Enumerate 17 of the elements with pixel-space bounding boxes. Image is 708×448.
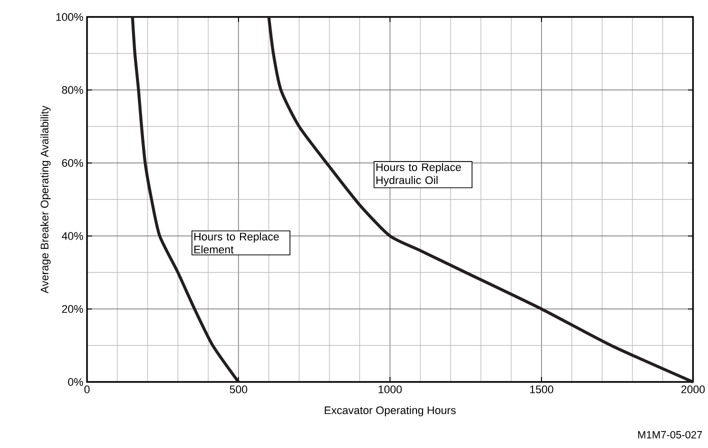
text: M1M7-05-027 <box>638 431 702 438</box>
y-axis-title: Average Breaker Operating Availability <box>40 106 51 294</box>
x-tick-label: 0 <box>84 386 90 394</box>
y-tick-label: 20% <box>62 305 84 313</box>
y-tick-label: 40% <box>62 232 84 240</box>
y-tick-label: 100% <box>56 13 84 21</box>
text: Hours to Replace Hydraulic Oil <box>376 163 461 186</box>
x-tick-label: 2000 <box>681 386 705 394</box>
x-tick-label: 1500 <box>530 386 554 394</box>
x-tick-label: 500 <box>230 386 248 394</box>
y-tick-label: 60% <box>62 159 84 167</box>
x-tick-label: 1000 <box>378 386 402 394</box>
y-tick-label: 0% <box>68 378 84 386</box>
x-axis-title: Excavator Operating Hours <box>324 406 456 416</box>
line-series <box>130 15 240 384</box>
y-tick-label: 80% <box>62 86 84 94</box>
text: Hours to Replace Element <box>194 232 279 254</box>
